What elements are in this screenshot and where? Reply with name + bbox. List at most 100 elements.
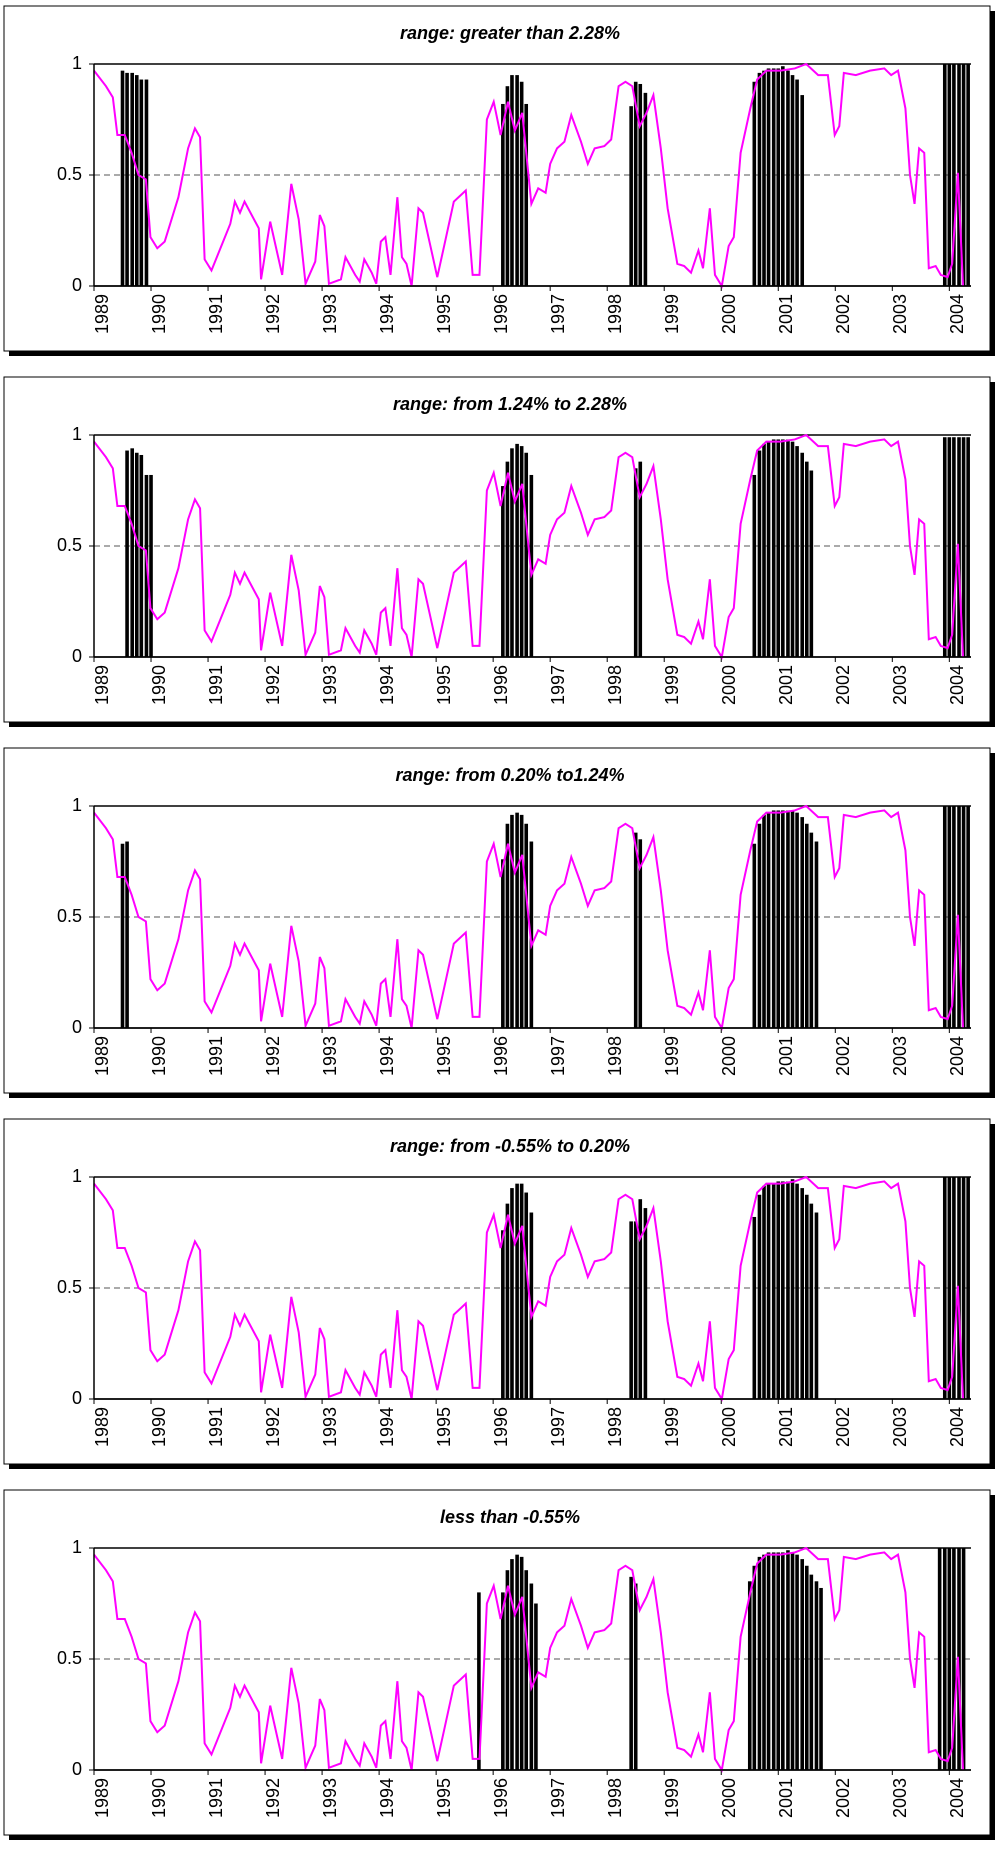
- bar: [952, 1177, 956, 1399]
- bar: [524, 1570, 529, 1770]
- x-tick-label: 1998: [605, 665, 625, 705]
- bar: [800, 452, 805, 657]
- y-tick-label: 0.5: [57, 906, 82, 926]
- bar: [510, 814, 514, 1028]
- bar: [776, 68, 781, 286]
- x-tick-label: 2003: [890, 294, 910, 334]
- bar: [766, 68, 771, 286]
- bar: [515, 1554, 519, 1770]
- x-tick-label: 1999: [662, 1778, 682, 1818]
- bar: [966, 1177, 970, 1399]
- bar: [501, 859, 505, 1028]
- bar: [638, 83, 643, 286]
- bar: [961, 1548, 966, 1770]
- x-tick-label: 1989: [92, 1407, 112, 1447]
- x-tick-label: 2004: [947, 1778, 967, 1818]
- x-tick-label: 2002: [833, 1407, 853, 1447]
- x-tick-label: 1989: [92, 1778, 112, 1818]
- bar: [961, 437, 966, 657]
- y-tick-label: 0: [72, 1759, 82, 1779]
- bar: [757, 823, 762, 1028]
- x-tick-label: 1997: [548, 1778, 568, 1818]
- bar: [501, 103, 505, 287]
- bar: [809, 470, 814, 657]
- bar: [947, 1177, 952, 1399]
- x-tick-label: 1989: [92, 1036, 112, 1076]
- x-tick-label: 2001: [776, 294, 796, 334]
- x-tick-label: 1999: [662, 665, 682, 705]
- x-tick-label: 1996: [491, 1036, 511, 1076]
- panel: less than -0.55% 0 0.5 1 1989 1990 1991 1992 199…: [3, 1489, 995, 1840]
- series-line: [93, 62, 965, 289]
- bar: [795, 812, 799, 1028]
- bar: [633, 1583, 638, 1770]
- bar: [776, 1552, 781, 1770]
- bar: [524, 1192, 529, 1399]
- chart-title: range: from 0.20% to1.24%: [395, 765, 624, 785]
- bar: [790, 1179, 795, 1399]
- bar: [966, 64, 970, 286]
- bar: [515, 443, 519, 657]
- y-tick-label: 0.5: [57, 164, 82, 184]
- bar: [790, 441, 795, 657]
- x-tick-label: 1998: [605, 294, 625, 334]
- chart-title: range: from 1.24% to 2.28%: [393, 394, 627, 414]
- bar: [814, 1212, 819, 1399]
- x-tick-label: 1992: [263, 294, 283, 334]
- bar: [519, 81, 524, 286]
- bar: [519, 1183, 524, 1399]
- x-tick-label: 2004: [947, 1407, 967, 1447]
- bar: [790, 75, 795, 286]
- bar: [961, 806, 966, 1028]
- bar: [814, 841, 819, 1028]
- bar: [529, 1583, 534, 1770]
- bar: [800, 1559, 805, 1770]
- x-tick-label: 1997: [548, 1407, 568, 1447]
- bar: [130, 448, 135, 657]
- bar: [809, 1574, 814, 1770]
- x-tick-label: 1999: [662, 294, 682, 334]
- bar: [795, 1554, 799, 1770]
- bar: [781, 439, 785, 657]
- bar: [125, 450, 129, 657]
- bar: [957, 64, 961, 286]
- bar: [501, 1230, 505, 1399]
- bar: [638, 1199, 643, 1399]
- bar: [501, 1592, 505, 1770]
- x-tick-label: 1992: [263, 665, 283, 705]
- x-tick-label: 2001: [776, 1778, 796, 1818]
- y-tick-label: 0.5: [57, 1648, 82, 1668]
- x-tick-label: 1992: [263, 1778, 283, 1818]
- x-tick-label: 2000: [719, 1036, 739, 1076]
- bar: [505, 823, 510, 1028]
- x-tick-label: 1994: [377, 665, 397, 705]
- x-tick-label: 1995: [434, 1778, 454, 1818]
- bar: [633, 468, 638, 657]
- bar: [139, 79, 144, 286]
- x-tick-label: 2000: [719, 665, 739, 705]
- bar: [766, 441, 771, 657]
- bar: [643, 1208, 648, 1399]
- bar: [752, 81, 757, 286]
- bar: [629, 1221, 633, 1399]
- bar: [804, 461, 809, 657]
- bar: [966, 437, 970, 657]
- bar: [757, 450, 762, 657]
- bar: [519, 446, 524, 657]
- bar: [524, 103, 529, 287]
- x-tick-label: 1997: [548, 1036, 568, 1076]
- x-tick-label: 1999: [662, 1407, 682, 1447]
- bar: [766, 1552, 771, 1770]
- bar: [505, 86, 510, 286]
- bar: [776, 1181, 781, 1399]
- series-line: [93, 1546, 965, 1773]
- bar: [149, 474, 153, 657]
- bar: [633, 832, 638, 1028]
- bar: [638, 461, 643, 657]
- x-tick-label: 2001: [776, 1036, 796, 1076]
- x-tick-label: 1991: [206, 1407, 226, 1447]
- y-tick-label: 0: [72, 1388, 82, 1408]
- bar: [819, 1587, 823, 1770]
- bar: [800, 1188, 805, 1399]
- x-tick-label: 1998: [605, 1407, 625, 1447]
